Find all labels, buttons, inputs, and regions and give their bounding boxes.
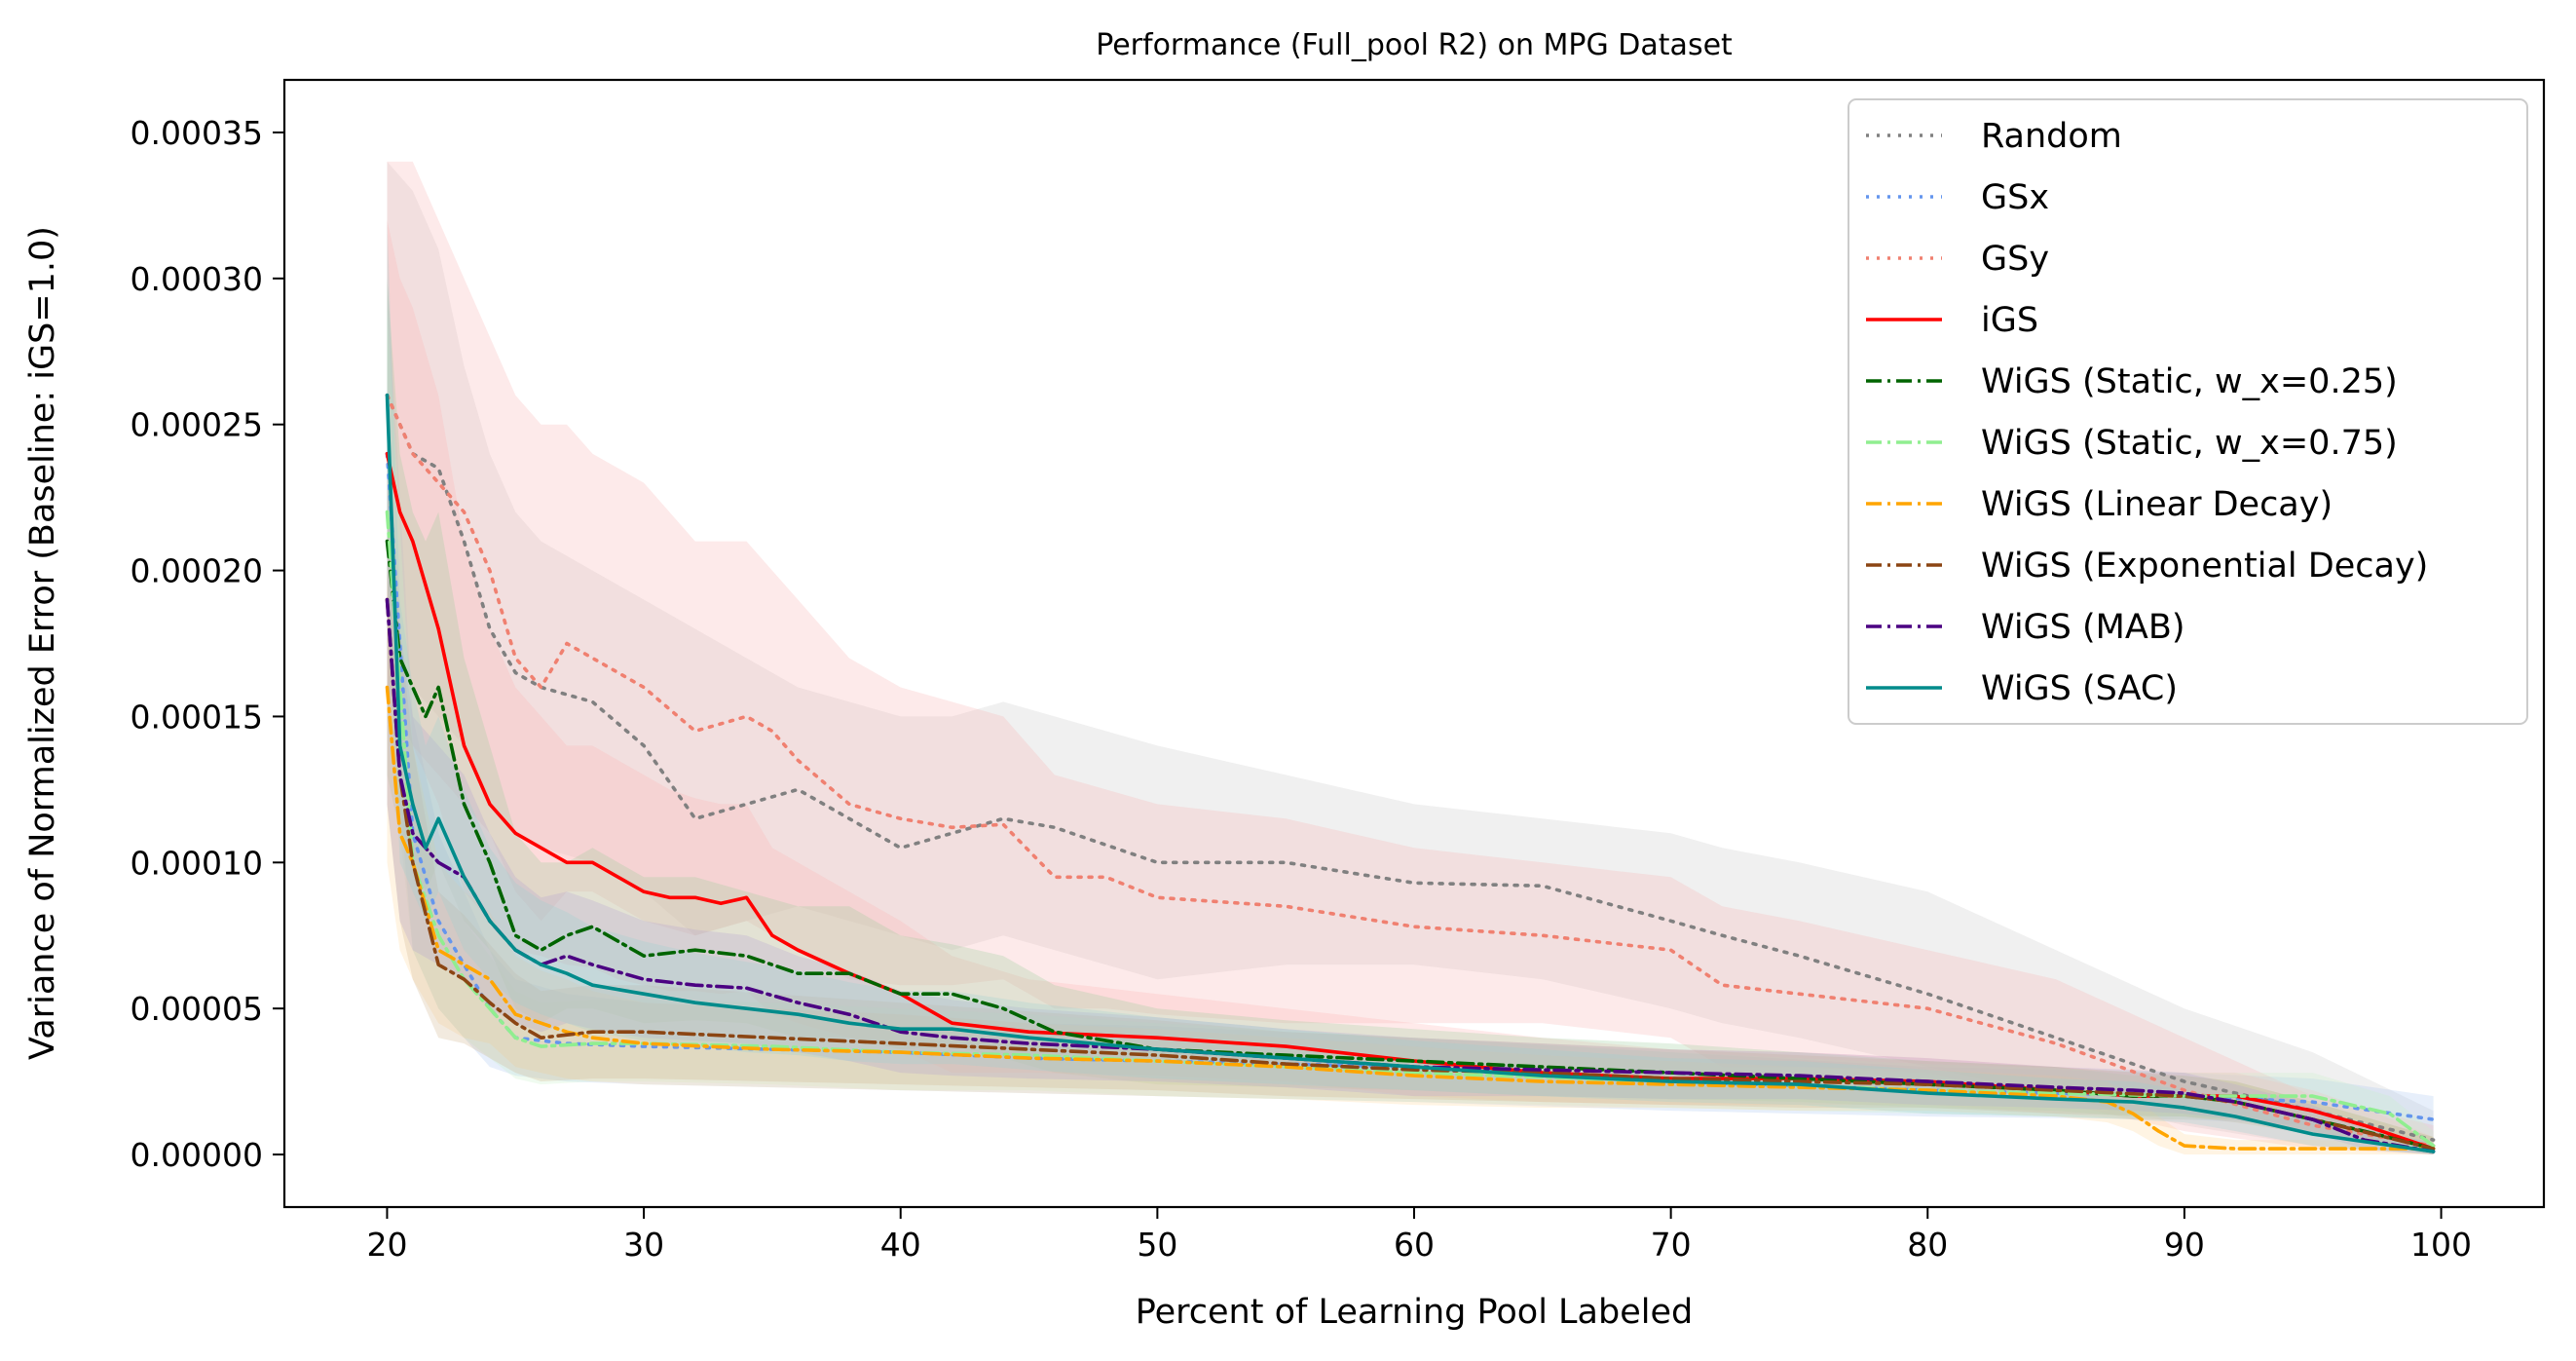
series-band-0 — [387, 161, 2434, 1154]
legend-box — [1848, 98, 2528, 725]
series-band-3 — [387, 219, 2434, 1154]
y-tick-label: 0.00015 — [131, 698, 263, 736]
x-axis-label: Percent of Learning Pool Labeled — [1136, 1293, 1693, 1332]
x-tick-label: 30 — [623, 1226, 664, 1264]
series-band-4 — [387, 278, 2434, 1154]
series-line-7 — [385, 597, 2436, 1151]
x-tick-label: 40 — [880, 1226, 921, 1264]
y-axis: 0.00000 0.00005 0.00010 0.00015 0.00020 0.000… — [131, 114, 284, 1174]
y-tick-label: 0.00020 — [131, 552, 263, 590]
series-band-7 — [387, 395, 2434, 1154]
legend-label-4: WiGS (Static, w_x=0.25) — [1981, 362, 2398, 401]
x-tick-label: 80 — [1907, 1226, 1948, 1264]
legend-label-9: WiGS (SAC) — [1981, 669, 2178, 708]
x-tick-label: 100 — [2410, 1226, 2472, 1264]
y-tick-label: 0.00025 — [131, 406, 263, 444]
y-tick-label: 0.00030 — [131, 260, 263, 298]
x-tick-label: 60 — [1394, 1226, 1435, 1264]
legend-label-7: WiGS (Exponential Decay) — [1981, 547, 2428, 586]
chart-title: Performance (Full_pool R2) on MPG Datase… — [1096, 28, 1733, 62]
series-band-1 — [387, 278, 2434, 1144]
series-line-9 — [385, 393, 2436, 1153]
legend: Random GSx GSy iGS WiGS (Static, w_x=0.25) Wi… — [1848, 98, 2528, 725]
series-band-2 — [387, 161, 2434, 1154]
series-band-5 — [387, 307, 2434, 1154]
x-tick-label: 20 — [366, 1226, 407, 1264]
series-lines — [385, 393, 2436, 1153]
legend-label-1: GSx — [1981, 178, 2049, 217]
legend-label-2: GSy — [1981, 240, 2049, 279]
y-axis-label: Variance of Normalized Error (Baseline: … — [23, 226, 62, 1060]
y-tick-label: 0.00010 — [131, 844, 263, 882]
x-tick-label: 70 — [1651, 1226, 1692, 1264]
confidence-bands — [387, 161, 2434, 1154]
y-tick-label: 0.00035 — [131, 114, 263, 152]
legend-label-5: WiGS (Static, w_x=0.75) — [1981, 424, 2398, 463]
legend-label-6: WiGS (Linear Decay) — [1981, 485, 2333, 524]
x-tick-label: 50 — [1137, 1226, 1177, 1264]
y-tick-label: 0.00000 — [131, 1136, 263, 1174]
x-axis: 20 30 40 50 60 70 80 90 100 — [366, 1207, 2472, 1264]
legend-label-0: Random — [1981, 117, 2122, 156]
legend-label-3: iGS — [1981, 301, 2038, 340]
series-line-2 — [385, 393, 2436, 1148]
x-tick-label: 90 — [2164, 1226, 2205, 1264]
legend-label-8: WiGS (MAB) — [1981, 608, 2185, 647]
y-tick-label: 0.00005 — [131, 990, 263, 1028]
series-line-6 — [385, 685, 2436, 1151]
